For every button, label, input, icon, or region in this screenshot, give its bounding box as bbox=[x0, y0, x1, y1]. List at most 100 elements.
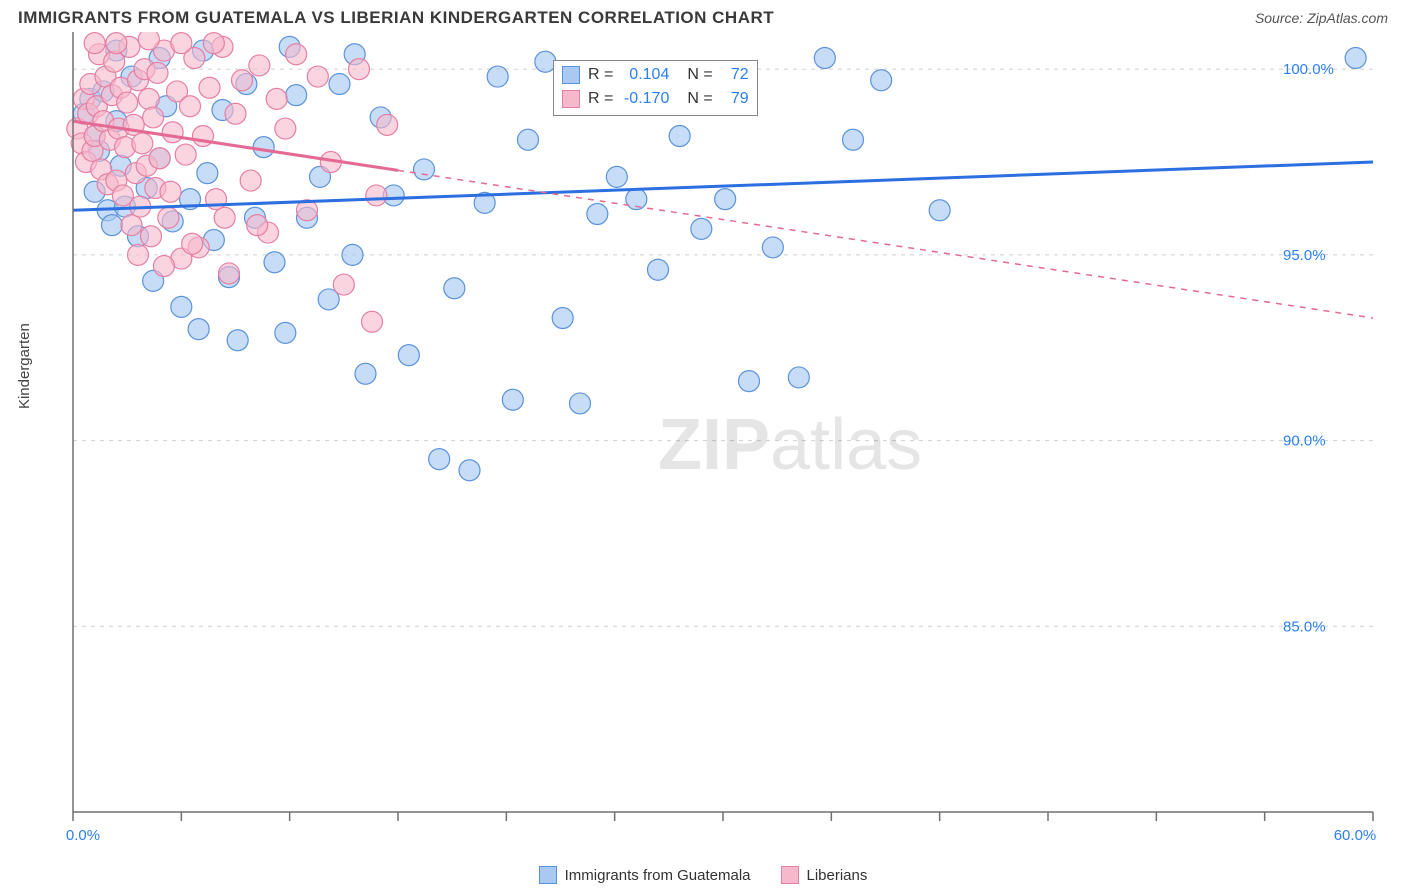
legend-item-label: Liberians bbox=[807, 867, 868, 884]
scatter-point bbox=[84, 33, 105, 54]
scatter-point bbox=[128, 244, 149, 265]
scatter-point bbox=[398, 345, 419, 366]
legend-n-value: 72 bbox=[721, 63, 749, 87]
y-tick-label: 85.0% bbox=[1283, 618, 1326, 635]
scatter-point bbox=[232, 70, 253, 91]
scatter-point bbox=[160, 181, 181, 202]
scatter-point bbox=[715, 189, 736, 210]
scatter-point bbox=[102, 215, 123, 236]
trend-line-dashed bbox=[398, 170, 1373, 318]
scatter-point bbox=[739, 371, 760, 392]
scatter-point bbox=[171, 296, 192, 317]
scatter-point bbox=[132, 133, 153, 154]
legend-item-label: Immigrants from Guatemala bbox=[565, 867, 751, 884]
scatter-point bbox=[143, 107, 164, 128]
scatter-point bbox=[487, 66, 508, 87]
scatter-point bbox=[669, 126, 690, 147]
scatter-point bbox=[138, 88, 159, 109]
legend-item: Immigrants from Guatemala bbox=[539, 866, 751, 884]
legend-swatch bbox=[781, 866, 799, 884]
scatter-point bbox=[275, 118, 296, 139]
legend-r-label: R = bbox=[588, 87, 613, 111]
scatter-point bbox=[149, 148, 170, 169]
scatter-point bbox=[814, 48, 835, 69]
scatter-point bbox=[377, 114, 398, 135]
scatter-point bbox=[141, 226, 162, 247]
scatter-point bbox=[606, 166, 627, 187]
scatter-point bbox=[414, 159, 435, 180]
scatter-point bbox=[444, 278, 465, 299]
scatter-point bbox=[286, 44, 307, 65]
y-tick-label: 95.0% bbox=[1283, 247, 1326, 264]
scatter-point bbox=[106, 33, 127, 54]
legend-item: Liberians bbox=[781, 866, 868, 884]
legend-stat-row: R = 0.104 N = 72 bbox=[562, 63, 749, 87]
scatter-point bbox=[762, 237, 783, 258]
y-axis-label: Kindergarten bbox=[16, 323, 33, 409]
scatter-point bbox=[199, 77, 220, 98]
scatter-point bbox=[121, 215, 142, 236]
legend-n-label: N = bbox=[687, 87, 712, 111]
scatter-point bbox=[349, 59, 370, 80]
scatter-point bbox=[587, 204, 608, 225]
watermark: ZIPatlas bbox=[658, 405, 922, 485]
scatter-point bbox=[162, 122, 183, 143]
scatter-point bbox=[117, 92, 138, 113]
legend-swatch bbox=[539, 866, 557, 884]
scatter-point bbox=[342, 244, 363, 265]
scatter-point bbox=[286, 85, 307, 106]
scatter-point bbox=[429, 449, 450, 470]
scatter-point bbox=[138, 32, 159, 50]
scatter-point bbox=[648, 259, 669, 280]
scatter-point bbox=[1345, 48, 1366, 69]
scatter-point bbox=[188, 319, 209, 340]
scatter-point bbox=[214, 207, 235, 228]
scatter-point bbox=[570, 393, 591, 414]
scatter-point bbox=[240, 170, 261, 191]
source-label: Source: ZipAtlas.com bbox=[1255, 10, 1388, 26]
legend-r-value: 0.104 bbox=[621, 63, 669, 87]
scatter-point bbox=[459, 460, 480, 481]
legend-n-label: N = bbox=[687, 63, 712, 87]
scatter-point bbox=[203, 33, 224, 54]
scatter-point bbox=[158, 207, 179, 228]
scatter-point bbox=[355, 363, 376, 384]
scatter-point bbox=[843, 129, 864, 150]
scatter-point bbox=[307, 66, 328, 87]
scatter-point bbox=[691, 218, 712, 239]
scatter-point bbox=[154, 256, 175, 277]
y-tick-label: 100.0% bbox=[1283, 61, 1334, 78]
scatter-point bbox=[333, 274, 354, 295]
scatter-point bbox=[147, 62, 168, 83]
scatter-point bbox=[219, 263, 240, 284]
correlation-stats-legend: R =0.104N =72R =-0.170N =79 bbox=[553, 60, 758, 116]
scatter-point bbox=[518, 129, 539, 150]
scatter-point bbox=[366, 185, 387, 206]
series-legend: Immigrants from Guatemala Liberians bbox=[0, 866, 1406, 884]
scatter-point bbox=[275, 322, 296, 343]
scatter-point bbox=[362, 311, 383, 332]
legend-r-value: -0.170 bbox=[621, 87, 669, 111]
legend-r-label: R = bbox=[588, 63, 613, 87]
legend-swatch bbox=[562, 66, 580, 84]
scatter-point bbox=[175, 144, 196, 165]
legend-stat-row: R =-0.170N =79 bbox=[562, 87, 749, 111]
scatter-point bbox=[197, 163, 218, 184]
scatter-chart-svg: 85.0%90.0%95.0%100.0%ZIPatlas0.0%60.0% bbox=[18, 32, 1388, 872]
x-tick-label: 0.0% bbox=[66, 827, 100, 844]
scatter-point bbox=[871, 70, 892, 91]
chart-area: Kindergarten 85.0%90.0%95.0%100.0%ZIPatl… bbox=[18, 32, 1388, 872]
x-tick-label: 60.0% bbox=[1334, 827, 1377, 844]
scatter-point bbox=[264, 252, 285, 273]
scatter-point bbox=[253, 137, 274, 158]
scatter-point bbox=[552, 308, 573, 329]
scatter-point bbox=[929, 200, 950, 221]
chart-title: IMMIGRANTS FROM GUATEMALA VS LIBERIAN KI… bbox=[18, 8, 774, 28]
scatter-point bbox=[227, 330, 248, 351]
scatter-point bbox=[247, 215, 268, 236]
scatter-point bbox=[180, 96, 201, 117]
scatter-point bbox=[225, 103, 246, 124]
scatter-point bbox=[266, 88, 287, 109]
scatter-point bbox=[788, 367, 809, 388]
scatter-point bbox=[249, 55, 270, 76]
